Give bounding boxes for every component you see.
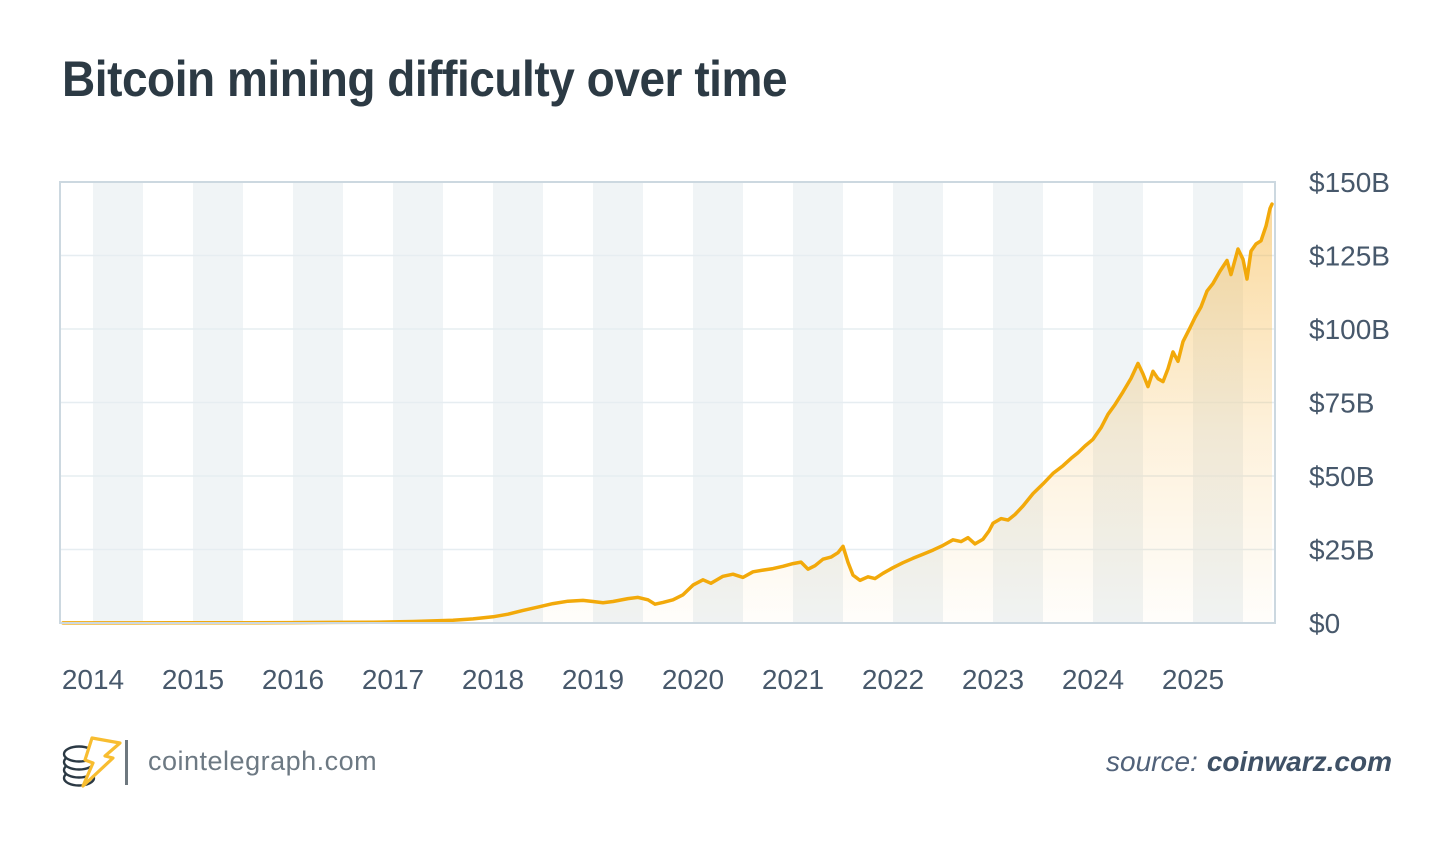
y-axis-tick-label: $75B — [1309, 388, 1374, 419]
x-axis-tick-label: 2025 — [1162, 664, 1224, 695]
difficulty-area — [63, 204, 1272, 623]
x-axis-tick-label: 2017 — [362, 664, 424, 695]
cointelegraph-logo-icon — [62, 736, 122, 788]
footer-site-label: cointelegraph.com — [148, 746, 378, 776]
x-axis-tick-label: 2022 — [862, 664, 924, 695]
x-axis-tick-label: 2024 — [1062, 664, 1124, 695]
y-axis-tick-label: $125B — [1309, 241, 1390, 272]
footer-divider — [125, 740, 128, 785]
x-axis-tick-label: 2014 — [62, 664, 124, 695]
source-credit: source: coinwarz.com — [1106, 746, 1392, 778]
x-axis-tick-label: 2023 — [962, 664, 1024, 695]
plot-border — [59, 181, 1276, 624]
x-axis-tick-label: 2015 — [162, 664, 224, 695]
x-axis-tick-label: 2016 — [262, 664, 324, 695]
source-name-label: coinwarz.com — [1206, 746, 1392, 777]
source-prefix-label: source: — [1106, 746, 1198, 777]
y-axis-tick-label: $150B — [1309, 167, 1390, 198]
y-axis-tick-label: $0 — [1309, 608, 1340, 639]
page-title: Bitcoin mining difficulty over time — [62, 51, 788, 107]
y-axis-tick-label: $50B — [1309, 461, 1374, 492]
difficulty-line — [61, 202, 1274, 625]
y-axis-tick-label: $25B — [1309, 535, 1374, 566]
x-axis-tick-label: 2018 — [462, 664, 524, 695]
x-axis-tick-label: 2019 — [562, 664, 624, 695]
x-axis-tick-label: 2020 — [662, 664, 724, 695]
lightning-bolt-icon — [81, 736, 122, 788]
x-axis-tick-label: 2021 — [762, 664, 824, 695]
y-axis-tick-label: $100B — [1309, 314, 1390, 345]
